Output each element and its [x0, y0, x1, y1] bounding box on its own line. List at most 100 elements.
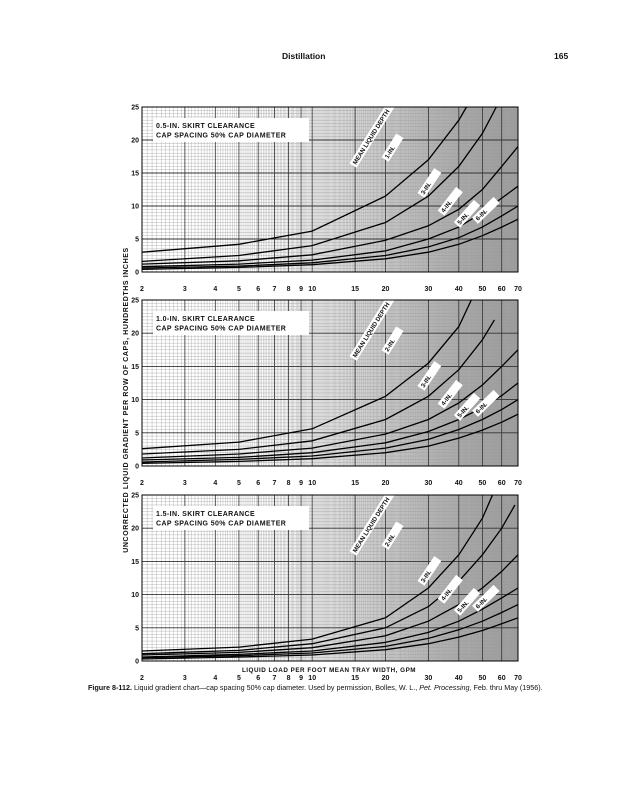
x-tick-label: 9	[299, 480, 303, 487]
series-line	[141, 399, 519, 463]
series-line	[141, 349, 519, 459]
x-tick-label: 70	[514, 480, 522, 487]
x-tick-label: 6	[256, 480, 260, 487]
x-tick-label: 9	[299, 286, 303, 293]
curve-label-bg	[472, 584, 500, 612]
running-head: Distillation	[282, 51, 326, 61]
y-tick-label: 10	[131, 204, 139, 211]
x-tick-label: 70	[514, 675, 522, 682]
x-tick-label: 7	[273, 675, 277, 682]
x-tick-label: 20	[382, 675, 390, 682]
curve-label-bg	[472, 196, 500, 224]
curve-label-bg	[453, 392, 481, 421]
curve-label-bg	[437, 186, 463, 216]
y-tick-label: 10	[131, 592, 139, 599]
curve-label-bg	[437, 379, 463, 409]
x-tick-label: 15	[351, 286, 359, 293]
legend-box: 0.5-IN. SKIRT CLEARANCE CAP SPACING 50% C…	[153, 118, 309, 142]
x-tick-label: 60	[498, 675, 506, 682]
plot-frame	[141, 106, 519, 273]
x-tick-label: 5	[237, 480, 241, 487]
x-tick-label: 3	[183, 286, 187, 293]
y-axis-label: UNCORRECTED LIQUID GRADIENT PER ROW OF C…	[123, 247, 130, 553]
x-tick-label: 3	[183, 480, 187, 487]
figure-caption: Figure 8-112. Liquid gradient chart—cap …	[88, 683, 608, 692]
curve-label-bg	[453, 587, 481, 616]
legend-line: 0.5-IN. SKIRT CLEARANCE	[156, 123, 255, 130]
series-line	[141, 106, 497, 263]
x-tick-label: 50	[479, 675, 487, 682]
y-tick-label: 25	[131, 105, 139, 112]
curve-label-bg	[453, 199, 481, 228]
x-tick-label: 5	[237, 675, 241, 682]
series-line	[141, 587, 519, 658]
legend-line: 1.0-IN. SKIRT CLEARANCE	[156, 316, 255, 323]
series-line	[141, 299, 472, 450]
caption-journal: Pet. Processing,	[419, 683, 472, 692]
x-tick-label: 7	[273, 286, 277, 293]
y-tick-label: 25	[131, 493, 139, 500]
x-tick-label: 60	[498, 480, 506, 487]
x-tick-label: 4	[213, 675, 217, 682]
x-tick-label: 30	[424, 675, 432, 682]
x-axis-label: LIQUID LOAD PER FOOT MEAN TRAY WIDTH, GP…	[242, 667, 416, 674]
y-tick-label: 5	[135, 625, 139, 632]
x-tick-label: 40	[455, 286, 463, 293]
curve-label-bg	[349, 295, 395, 361]
curve-label-bg	[417, 361, 442, 391]
series-line	[141, 504, 516, 655]
y-tick-label: 10	[131, 397, 139, 404]
legend-bg	[153, 311, 309, 335]
x-tick-label: 8	[287, 480, 291, 487]
series-line	[141, 617, 519, 660]
series-line	[141, 106, 468, 253]
x-tick-label: 2	[140, 675, 144, 682]
x-tick-label: 30	[424, 286, 432, 293]
x-tick-label: 10	[308, 286, 316, 293]
x-tick-label: 20	[382, 286, 390, 293]
series-line	[141, 146, 519, 265]
x-tick-label: 7	[273, 480, 277, 487]
x-tick-label: 2	[140, 286, 144, 293]
legend-line: CAP SPACING 50% CAP DIAMETER	[156, 326, 286, 333]
legend-box: 1.0-IN. SKIRT CLEARANCE CAP SPACING 50% C…	[153, 311, 309, 335]
plot-frame	[141, 494, 519, 662]
curve-label-bg	[417, 556, 442, 586]
x-tick-label: 6	[256, 675, 260, 682]
legend-box: 1.5-IN. SKIRT CLEARANCE CAP SPACING 50% C…	[153, 506, 309, 530]
caption-text: Liquid gradient chart—cap spacing 50% ca…	[133, 683, 420, 692]
series-line	[141, 604, 519, 659]
series-line	[141, 319, 495, 455]
y-tick-label: 5	[135, 237, 139, 244]
x-tick-label: 10	[308, 480, 316, 487]
x-tick-label: 5	[237, 286, 241, 293]
legend-bg	[153, 506, 309, 530]
legend-line: 1.5-IN. SKIRT CLEARANCE	[156, 511, 255, 518]
y-tick-label: 20	[131, 331, 139, 338]
y-tick-label: 20	[131, 526, 139, 533]
x-tick-label: 50	[479, 286, 487, 293]
y-tick-label: 15	[131, 364, 139, 371]
series-line	[141, 218, 519, 271]
x-tick-label: 10	[308, 675, 316, 682]
caption-tail: Feb. thru May (1956).	[471, 683, 543, 692]
curve-label-bg	[437, 574, 463, 604]
x-tick-label: 70	[514, 286, 522, 293]
series-line	[141, 494, 494, 652]
curve-label-bg	[472, 389, 500, 417]
x-tick-label: 30	[424, 480, 432, 487]
curve-label-bg	[417, 168, 442, 198]
curve-label-bg	[349, 490, 395, 556]
curve-label-bg	[381, 326, 404, 355]
x-tick-label: 20	[382, 480, 390, 487]
x-tick-label: 2	[140, 480, 144, 487]
x-tick-label: 3	[183, 675, 187, 682]
x-tick-label: 40	[455, 675, 463, 682]
y-tick-label: 20	[131, 138, 139, 145]
y-tick-label: 25	[131, 298, 139, 305]
y-tick-label: 15	[131, 171, 139, 178]
series-line	[141, 554, 519, 656]
y-tick-label: 0	[135, 270, 139, 277]
